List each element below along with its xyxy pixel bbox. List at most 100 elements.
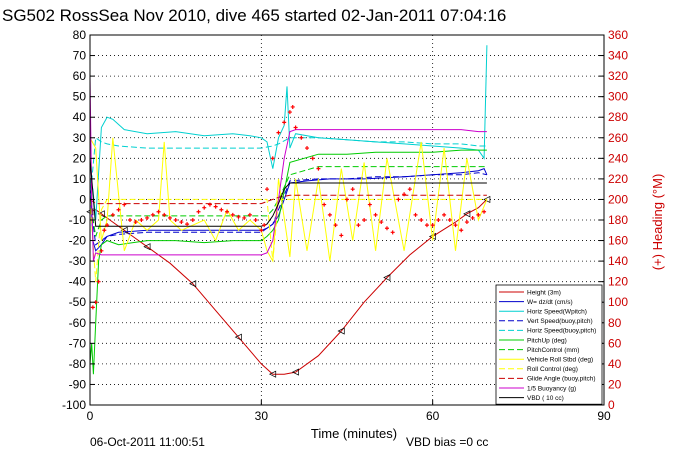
legend-entry: VBD ( 10 cc) <box>527 395 564 402</box>
x-tick-label: 90 <box>597 409 611 423</box>
heading-point <box>162 212 167 217</box>
series-line-4 <box>89 136 487 200</box>
heading-point <box>190 218 195 222</box>
y-tick-label: -40 <box>69 275 87 289</box>
heading-point <box>259 228 264 233</box>
series-line-3 <box>89 172 488 246</box>
y2-tick-label: 300 <box>608 90 628 104</box>
series-line-11 <box>89 158 487 227</box>
y2-tick-label: 360 <box>608 28 628 42</box>
heading-point <box>413 212 418 217</box>
right-axis-label: (+) Heading (°M) <box>650 174 665 271</box>
legend-entry: 1/5 Buoyancy (g) <box>527 385 576 392</box>
heading-point <box>253 218 258 222</box>
y-tick-label: 40 <box>73 110 87 124</box>
heading-point <box>367 202 372 207</box>
heading-point <box>476 212 481 217</box>
heading-point <box>339 233 344 238</box>
heading-point <box>179 220 184 225</box>
heading-point <box>247 212 252 217</box>
heading-point <box>299 135 304 140</box>
heading-point <box>102 228 107 233</box>
heading-point <box>99 248 104 253</box>
heading-point <box>482 209 487 214</box>
heading-point <box>407 187 412 192</box>
legend-entry: PitchUp (deg) <box>527 337 567 344</box>
x-tick-label: 30 <box>255 409 269 423</box>
legend-entry: Horiz Speed(buoy,pitch) <box>527 328 596 335</box>
y2-tick-label: 320 <box>608 69 628 83</box>
y-tick-label: 70 <box>73 49 87 63</box>
heading-point <box>310 156 315 161</box>
y2-tick-label: 20 <box>608 377 622 391</box>
y2-tick-label: 140 <box>608 254 628 268</box>
y2-tick-label: 280 <box>608 110 628 124</box>
heading-point <box>207 202 212 207</box>
y2-tick-label: 340 <box>608 49 628 63</box>
height-marker <box>189 280 197 288</box>
x-axis-label: Time (minutes) <box>311 426 397 441</box>
height-marker <box>143 243 151 251</box>
heading-point <box>167 215 172 220</box>
height-marker <box>291 368 299 376</box>
series-line-9 <box>89 194 487 205</box>
x-tick-label: 0 <box>87 409 94 423</box>
y2-tick-label: 160 <box>608 234 628 248</box>
series-line-6 <box>89 166 487 237</box>
heading-point <box>436 218 441 222</box>
y2-tick-label: 80 <box>608 316 622 330</box>
legend-entry: Roll Control (deg) <box>527 366 578 373</box>
heading-point <box>185 222 190 227</box>
y-tick-label: -50 <box>69 295 87 309</box>
heading-point <box>333 223 338 228</box>
legend-entry: W= dz/dt (cm/s) <box>527 299 573 306</box>
heading-point <box>242 215 247 220</box>
heading-point <box>442 212 447 217</box>
height-marker <box>234 333 242 341</box>
heading-point <box>402 192 407 197</box>
y-tick-label: 30 <box>73 131 87 145</box>
y-tick-label: -90 <box>69 377 87 391</box>
heading-point <box>345 197 349 202</box>
y2-tick-label: 100 <box>608 295 628 309</box>
heading-point <box>196 209 201 214</box>
y2-tick-label: 200 <box>608 192 628 206</box>
heading-point <box>293 125 298 130</box>
left-axis: -100-90-80-70-60-50-40-30-20-10010203040… <box>62 28 95 412</box>
y-tick-label: -60 <box>69 316 87 330</box>
y-tick-label: -30 <box>69 254 87 268</box>
heading-point <box>150 212 155 217</box>
height-marker <box>268 370 277 378</box>
heading-point <box>173 218 178 222</box>
legend-entry: Vehicle Roll Stbd (deg) <box>527 357 593 364</box>
footer-timestamp: 06-Oct-2011 11:00:51 <box>90 435 205 449</box>
heading-point <box>447 218 452 222</box>
y2-tick-label: 120 <box>608 275 628 289</box>
heading-point <box>116 207 121 212</box>
legend-entry: Height (3m) <box>527 289 561 296</box>
heading-point <box>262 223 267 228</box>
heading-point <box>133 220 138 225</box>
y-tick-label: -10 <box>69 213 87 227</box>
y-tick-label: 60 <box>73 69 87 83</box>
heading-point <box>265 187 270 192</box>
heading-point <box>90 305 95 310</box>
y2-tick-label: 40 <box>608 357 622 371</box>
heading-point <box>213 204 218 209</box>
heading-point <box>362 218 367 222</box>
y2-tick-label: 60 <box>608 336 622 350</box>
legend-box <box>495 284 603 405</box>
series-line-10 <box>89 76 487 262</box>
heading-point <box>373 212 378 217</box>
legend-entry: Glide Angle (buoy,pitch) <box>527 376 596 383</box>
heading-point <box>225 209 230 214</box>
heading-point <box>145 215 150 220</box>
height-marker <box>337 327 345 335</box>
heading-point <box>290 104 295 109</box>
x-axis: 0 30 60 90 <box>87 400 611 423</box>
heading-point <box>230 212 235 217</box>
heading-point <box>350 187 355 192</box>
heading-point <box>453 223 458 228</box>
y-tick-label: -20 <box>69 234 87 248</box>
